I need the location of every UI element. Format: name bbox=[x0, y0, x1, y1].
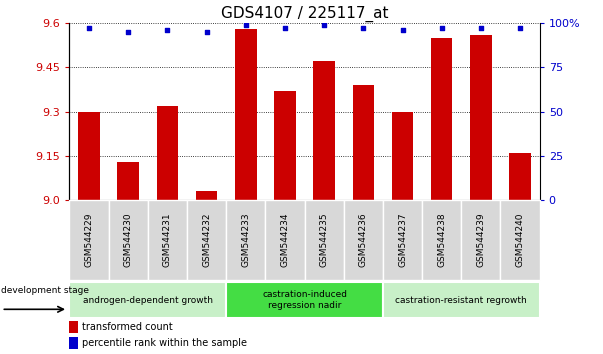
Text: GSM544236: GSM544236 bbox=[359, 212, 368, 267]
Point bbox=[201, 29, 212, 35]
Text: percentile rank within the sample: percentile rank within the sample bbox=[81, 338, 247, 348]
FancyBboxPatch shape bbox=[148, 200, 187, 280]
Bar bbox=[274, 91, 295, 200]
Text: GSM544235: GSM544235 bbox=[320, 212, 329, 267]
Point bbox=[358, 25, 368, 31]
Bar bbox=[353, 85, 374, 200]
Point bbox=[84, 25, 94, 31]
Text: castration-induced
regression nadir: castration-induced regression nadir bbox=[262, 290, 347, 310]
Point bbox=[241, 22, 251, 28]
Bar bbox=[157, 105, 178, 200]
Text: GSM544237: GSM544237 bbox=[398, 212, 407, 267]
Point bbox=[123, 29, 133, 35]
Bar bbox=[235, 29, 256, 200]
Text: GSM544240: GSM544240 bbox=[516, 213, 525, 267]
FancyBboxPatch shape bbox=[422, 200, 461, 280]
FancyBboxPatch shape bbox=[69, 200, 109, 280]
Text: transformed count: transformed count bbox=[81, 322, 172, 332]
Bar bbox=[392, 112, 413, 200]
Title: GDS4107 / 225117_at: GDS4107 / 225117_at bbox=[221, 5, 388, 22]
Point bbox=[162, 27, 172, 33]
FancyBboxPatch shape bbox=[305, 200, 344, 280]
Point bbox=[476, 25, 486, 31]
FancyBboxPatch shape bbox=[461, 200, 500, 280]
Bar bbox=[69, 337, 78, 349]
Bar bbox=[196, 191, 217, 200]
FancyBboxPatch shape bbox=[383, 282, 540, 318]
Point bbox=[398, 27, 408, 33]
Text: GSM544231: GSM544231 bbox=[163, 212, 172, 267]
Text: GSM544230: GSM544230 bbox=[124, 212, 133, 267]
Bar bbox=[470, 35, 491, 200]
FancyBboxPatch shape bbox=[187, 200, 226, 280]
Text: GSM544232: GSM544232 bbox=[202, 213, 211, 267]
FancyBboxPatch shape bbox=[500, 200, 540, 280]
Text: GSM544229: GSM544229 bbox=[84, 213, 93, 267]
Bar bbox=[510, 153, 531, 200]
FancyBboxPatch shape bbox=[109, 200, 148, 280]
Point bbox=[515, 25, 525, 31]
FancyBboxPatch shape bbox=[265, 200, 305, 280]
Point bbox=[280, 25, 290, 31]
FancyBboxPatch shape bbox=[69, 282, 226, 318]
FancyBboxPatch shape bbox=[383, 200, 422, 280]
Bar bbox=[314, 61, 335, 200]
Bar bbox=[69, 321, 78, 333]
Point bbox=[320, 22, 329, 28]
Bar bbox=[431, 38, 452, 200]
Text: GSM544238: GSM544238 bbox=[437, 212, 446, 267]
Text: castration-resistant regrowth: castration-resistant regrowth bbox=[396, 296, 527, 304]
Bar bbox=[78, 112, 99, 200]
Point bbox=[437, 25, 446, 31]
Text: development stage: development stage bbox=[1, 286, 89, 295]
Text: GSM544234: GSM544234 bbox=[280, 213, 289, 267]
FancyBboxPatch shape bbox=[226, 200, 265, 280]
Text: GSM544233: GSM544233 bbox=[241, 212, 250, 267]
FancyBboxPatch shape bbox=[344, 200, 383, 280]
Text: androgen-dependent growth: androgen-dependent growth bbox=[83, 296, 213, 304]
Text: GSM544239: GSM544239 bbox=[476, 212, 485, 267]
FancyBboxPatch shape bbox=[226, 282, 383, 318]
Bar bbox=[118, 162, 139, 200]
